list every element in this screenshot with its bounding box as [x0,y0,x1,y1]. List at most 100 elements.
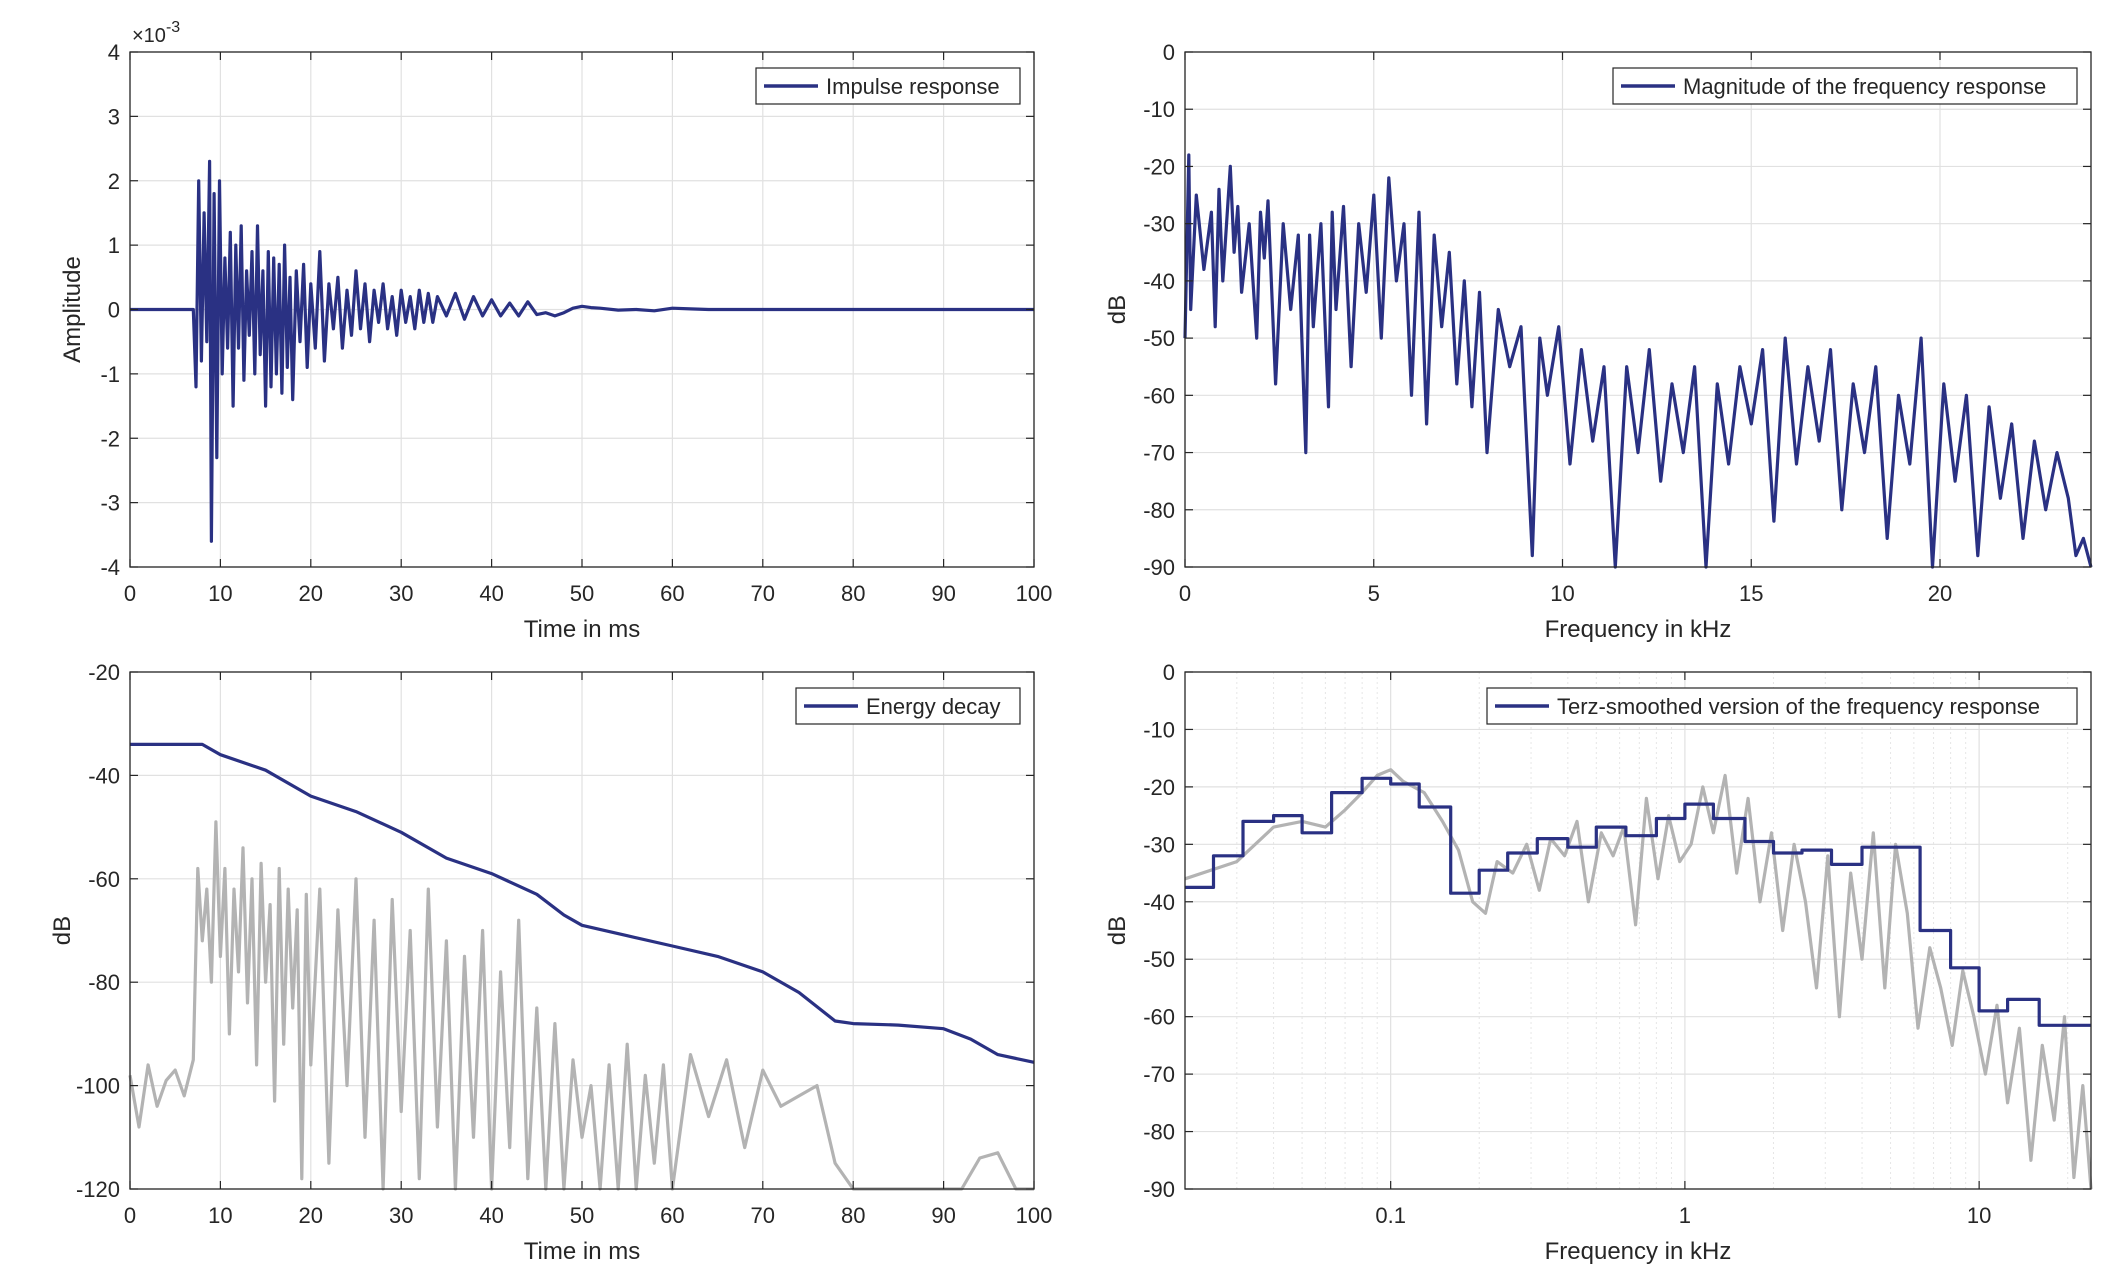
x-tick-label: 100 [1016,581,1053,606]
x-tick-label: 40 [479,1203,503,1228]
y-tick-label: 3 [108,104,120,129]
y-tick-label: -120 [76,1177,120,1202]
series-line-main [130,159,1034,543]
y-tick-label: 4 [108,40,120,65]
y-tick-label: -60 [88,867,120,892]
y-tick-label: -90 [1143,1177,1175,1202]
x-axis-label: Frequency in kHz [1545,616,1732,643]
series-group [1183,153,2093,569]
x-tick-label: 50 [570,581,594,606]
legend-box [1486,687,2078,725]
x-tick-label: 0 [1179,581,1191,606]
legend: Impulse response [755,67,1021,105]
x-tick-label: 30 [389,581,413,606]
x-tick-label: 60 [660,1203,684,1228]
series-line-main [1183,153,2093,569]
y-tick-label: -90 [1143,555,1175,580]
y-tick-label: -1 [100,362,120,387]
y-tick-label: 1 [108,233,120,258]
y-tick-label: -10 [1143,717,1175,742]
y-tick-label: -60 [1143,383,1175,408]
plot-area [1185,52,2091,567]
series-line-main [1185,776,2091,1027]
y-tick-label: -10 [1143,97,1175,122]
chart-panel-2: 0 5 10 15 20 0 -10 -20 -30 -40 -50 -60 -70 -80 -90 Freq… [1104,40,2093,643]
x-tick-label: 90 [931,1203,955,1228]
chart-panel-1: 0 10 20 30 40 50 60 70 80 90 100 -4 -3 -2 -1 0 1 2 3 4 ×10-3… [59,19,1052,643]
y-tick-label: -4 [100,555,120,580]
x-tick-label: 10 [208,581,232,606]
x-tick-label: 5 [1368,581,1380,606]
series-line-secondary [1184,768,2093,1190]
x-tick-label: 20 [1928,581,1952,606]
y-tick-label: -2 [100,426,120,451]
x-tick-label: 70 [751,581,775,606]
x-tick-label: 80 [841,581,865,606]
y-tick-label: -3 [100,491,120,516]
x-tick-label: 20 [299,1203,323,1228]
y-tick-label: -80 [1143,1120,1175,1145]
ticks: 0 10 20 30 40 50 60 70 80 90 100 -20 -40 -60 -80 -100 -1… [76,660,1052,1228]
y-tick-label: 0 [1163,40,1175,65]
y-tick-label: 0 [1163,660,1175,685]
chart-panel-4: 0.1 1 10 0 -10 -20 -30 -40 -50 -60 -70 -80 -90 Freque… [1104,660,2093,1265]
y-axis-label: dB [1104,295,1131,324]
y-tick-label: -40 [88,763,120,788]
x-axis-label: Frequency in kHz [1545,1238,1732,1265]
series-line-secondary [128,820,1034,1191]
series-group [128,742,1035,1191]
ticks: 0.1 1 10 0 -10 -20 -30 -40 -50 -60 -70 -80 -90 [1143,660,2091,1228]
y-tick-label: -80 [1143,498,1175,523]
legend: Terz-smoothed version of the frequency r… [1486,687,2078,725]
series-group [1184,768,2093,1190]
y-axis-label: dB [1104,916,1131,945]
x-tick-label: 10 [1550,581,1574,606]
y-tick-label: -100 [76,1074,120,1099]
x-tick-label: 0 [124,1203,136,1228]
x-tick-label: 60 [660,581,684,606]
y-tick-label: -20 [1143,775,1175,800]
y-tick-label: -50 [1143,326,1175,351]
y-tick-label: -50 [1143,947,1175,972]
x-tick-label: 80 [841,1203,865,1228]
x-tick-label: 50 [570,1203,594,1228]
y-tick-label: -20 [1143,154,1175,179]
y-tick-label: -70 [1143,1062,1175,1087]
x-tick-label: 10 [208,1203,232,1228]
legend: Magnitude of the frequency response [1612,67,2078,105]
plot-area [1185,672,2091,1189]
y-tick-label: -40 [1143,890,1175,915]
y-exponent-label: ×10-3 [132,19,180,47]
ticks: 0 5 10 15 20 0 -10 -20 -30 -40 -50 -60 -70 -80 -90 [1143,40,2091,606]
x-tick-label: 1 [1679,1203,1691,1228]
legend-label: Terz-smoothed version of the frequency r… [1557,694,2040,719]
legend-label: Impulse response [826,74,1000,99]
legend: Energy decay [795,687,1021,725]
x-tick-label: 40 [479,581,503,606]
x-tick-label: 70 [751,1203,775,1228]
x-tick-label: 90 [931,581,955,606]
x-tick-label: 10 [1967,1203,1991,1228]
y-tick-label: -20 [88,660,120,685]
ticks: 0 10 20 30 40 50 60 70 80 90 100 -4 -3 -2 -1 0 1 2 3 4 [100,40,1052,606]
axes-box [1184,51,2092,568]
x-tick-label: 20 [299,581,323,606]
y-tick-label: -30 [1143,832,1175,857]
y-axis-label: Amplitude [59,256,86,363]
series-line-main [130,742,1035,1064]
y-tick-label: -40 [1143,269,1175,294]
series-group [130,159,1034,543]
legend-box [1612,67,2078,105]
x-axis-label: Time in ms [524,1238,640,1265]
y-tick-label: 0 [108,298,120,323]
x-tick-label: 0.1 [1375,1203,1406,1228]
x-tick-label: 15 [1739,581,1763,606]
x-tick-label: 0 [124,581,136,606]
x-axis-label: Time in ms [524,616,640,643]
y-tick-label: -60 [1143,1005,1175,1030]
chart-panel-3: 0 10 20 30 40 50 60 70 80 90 100 -20 -40 -60 -80 -100 -1… [49,660,1052,1265]
y-tick-label: -80 [88,970,120,995]
y-tick-label: 2 [108,169,120,194]
legend-label: Energy decay [866,694,1001,719]
